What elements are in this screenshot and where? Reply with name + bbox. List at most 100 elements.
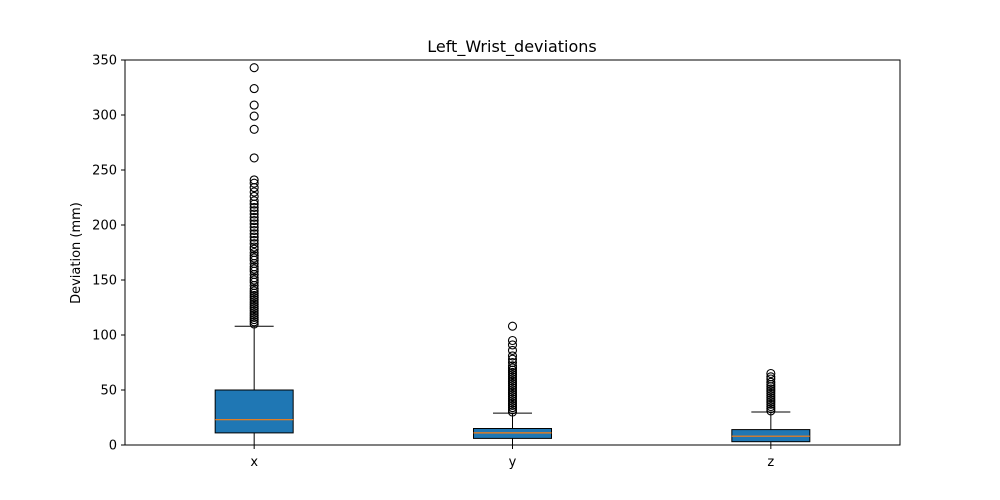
y-tick-label: 200	[92, 219, 117, 234]
outlier-point-x	[249, 304, 259, 314]
outlier-point-x	[249, 111, 259, 121]
outlier-point-x	[249, 191, 259, 201]
y-tick-label: 100	[92, 329, 117, 344]
y-tick-label: 150	[92, 274, 117, 289]
outlier-point-y	[507, 372, 518, 382]
outlier-point-y	[507, 396, 518, 406]
outlier-point-x	[249, 295, 259, 305]
outlier-point-y	[507, 381, 518, 391]
outlier-point-y	[507, 345, 518, 355]
outlier-point-z	[766, 406, 776, 416]
outlier-point-x	[249, 310, 259, 320]
outlier-point-x	[249, 253, 259, 263]
outlier-point-y	[507, 387, 518, 397]
outlier-point-x	[249, 317, 259, 327]
outlier-point-x	[249, 225, 259, 236]
outlier-point-x	[249, 239, 259, 249]
outlier-point-y	[507, 363, 518, 373]
outlier-point-x	[249, 286, 259, 296]
outlier-point-y	[507, 385, 518, 395]
outlier-point-x	[249, 178, 259, 188]
outlier-point-x	[249, 84, 259, 94]
outlier-point-y	[507, 398, 518, 408]
outlier-point-x	[249, 242, 259, 252]
outlier-point-x	[249, 306, 259, 316]
outlier-point-z	[766, 384, 776, 394]
outlier-point-x	[249, 264, 259, 274]
outlier-point-z	[766, 386, 776, 396]
outlier-point-x	[249, 251, 259, 261]
outlier-point-x	[249, 100, 259, 110]
outlier-point-z	[766, 388, 776, 398]
outlier-point-x	[249, 202, 259, 212]
outlier-point-x	[249, 232, 259, 242]
outlier-point-y	[507, 321, 518, 331]
outlier-point-y	[507, 405, 518, 415]
outlier-point-y	[507, 403, 518, 413]
outlier-point-z	[766, 404, 776, 414]
outlier-point-z	[766, 368, 776, 379]
outlier-point-y	[507, 378, 518, 388]
x-tick-label: z	[767, 455, 774, 470]
outlier-point-z	[766, 390, 776, 401]
outlier-point-y	[507, 394, 518, 404]
plot-area: 0 50 100 150 200 250 300 350 x y z	[92, 54, 901, 470]
outlier-point-x	[249, 209, 259, 219]
outlier-point-x	[249, 124, 259, 134]
outlier-point-x	[249, 273, 259, 283]
outlier-point-x	[249, 290, 259, 300]
outlier-point-z	[766, 397, 776, 407]
outlier-point-x	[249, 153, 259, 163]
outlier-point-x	[249, 196, 259, 206]
outlier-point-y	[507, 374, 518, 384]
outlier-point-z	[766, 377, 776, 387]
outlier-point-x	[249, 284, 259, 294]
outlier-point-y	[507, 389, 518, 399]
outlier-point-x	[249, 312, 259, 322]
outlier-point-x	[249, 222, 259, 232]
outlier-point-x	[249, 275, 259, 285]
outlier-point-z	[766, 395, 776, 405]
outlier-point-z	[766, 399, 776, 409]
outlier-point-y	[507, 367, 518, 377]
outlier-point-x	[249, 299, 259, 309]
chart-title: Left_Wrist_deviations	[427, 37, 597, 57]
outlier-point-y	[507, 376, 518, 386]
outlier-point-x	[249, 175, 259, 185]
outlier-point-x	[249, 308, 259, 318]
outlier-point-x	[249, 219, 259, 229]
box-x	[214, 389, 294, 434]
y-tick-label: 300	[92, 109, 117, 124]
outlier-point-y	[507, 370, 518, 380]
outlier-point-x	[249, 301, 259, 311]
outlier-point-x	[249, 212, 259, 222]
outlier-point-y	[507, 354, 518, 364]
outlier-point-x	[249, 206, 259, 216]
outlier-point-x	[249, 216, 259, 226]
outlier-point-y	[507, 383, 518, 393]
outlier-point-z	[766, 372, 776, 382]
outlier-point-y	[507, 351, 518, 361]
outlier-point-z	[766, 401, 776, 412]
outlier-point-x	[249, 244, 259, 254]
outlier-point-x	[249, 293, 259, 303]
x-tick-label: x	[250, 455, 258, 470]
outlier-point-x	[249, 319, 259, 329]
outlier-point-y	[507, 392, 518, 402]
outlier-point-z	[766, 374, 776, 384]
outlier-point-x	[249, 247, 259, 258]
outlier-point-x	[249, 235, 259, 245]
y-tick-label: 250	[92, 164, 117, 179]
outlier-point-x	[249, 187, 259, 197]
y-tick-label: 350	[92, 54, 117, 69]
x-tick-label: y	[509, 455, 517, 470]
outlier-point-y	[507, 407, 518, 417]
outlier-point-z	[766, 393, 776, 403]
outlier-point-x	[249, 262, 259, 272]
outlier-point-y	[507, 335, 518, 346]
outlier-point-x	[249, 315, 259, 325]
outlier-point-x	[249, 229, 259, 239]
outlier-point-y	[507, 361, 518, 371]
